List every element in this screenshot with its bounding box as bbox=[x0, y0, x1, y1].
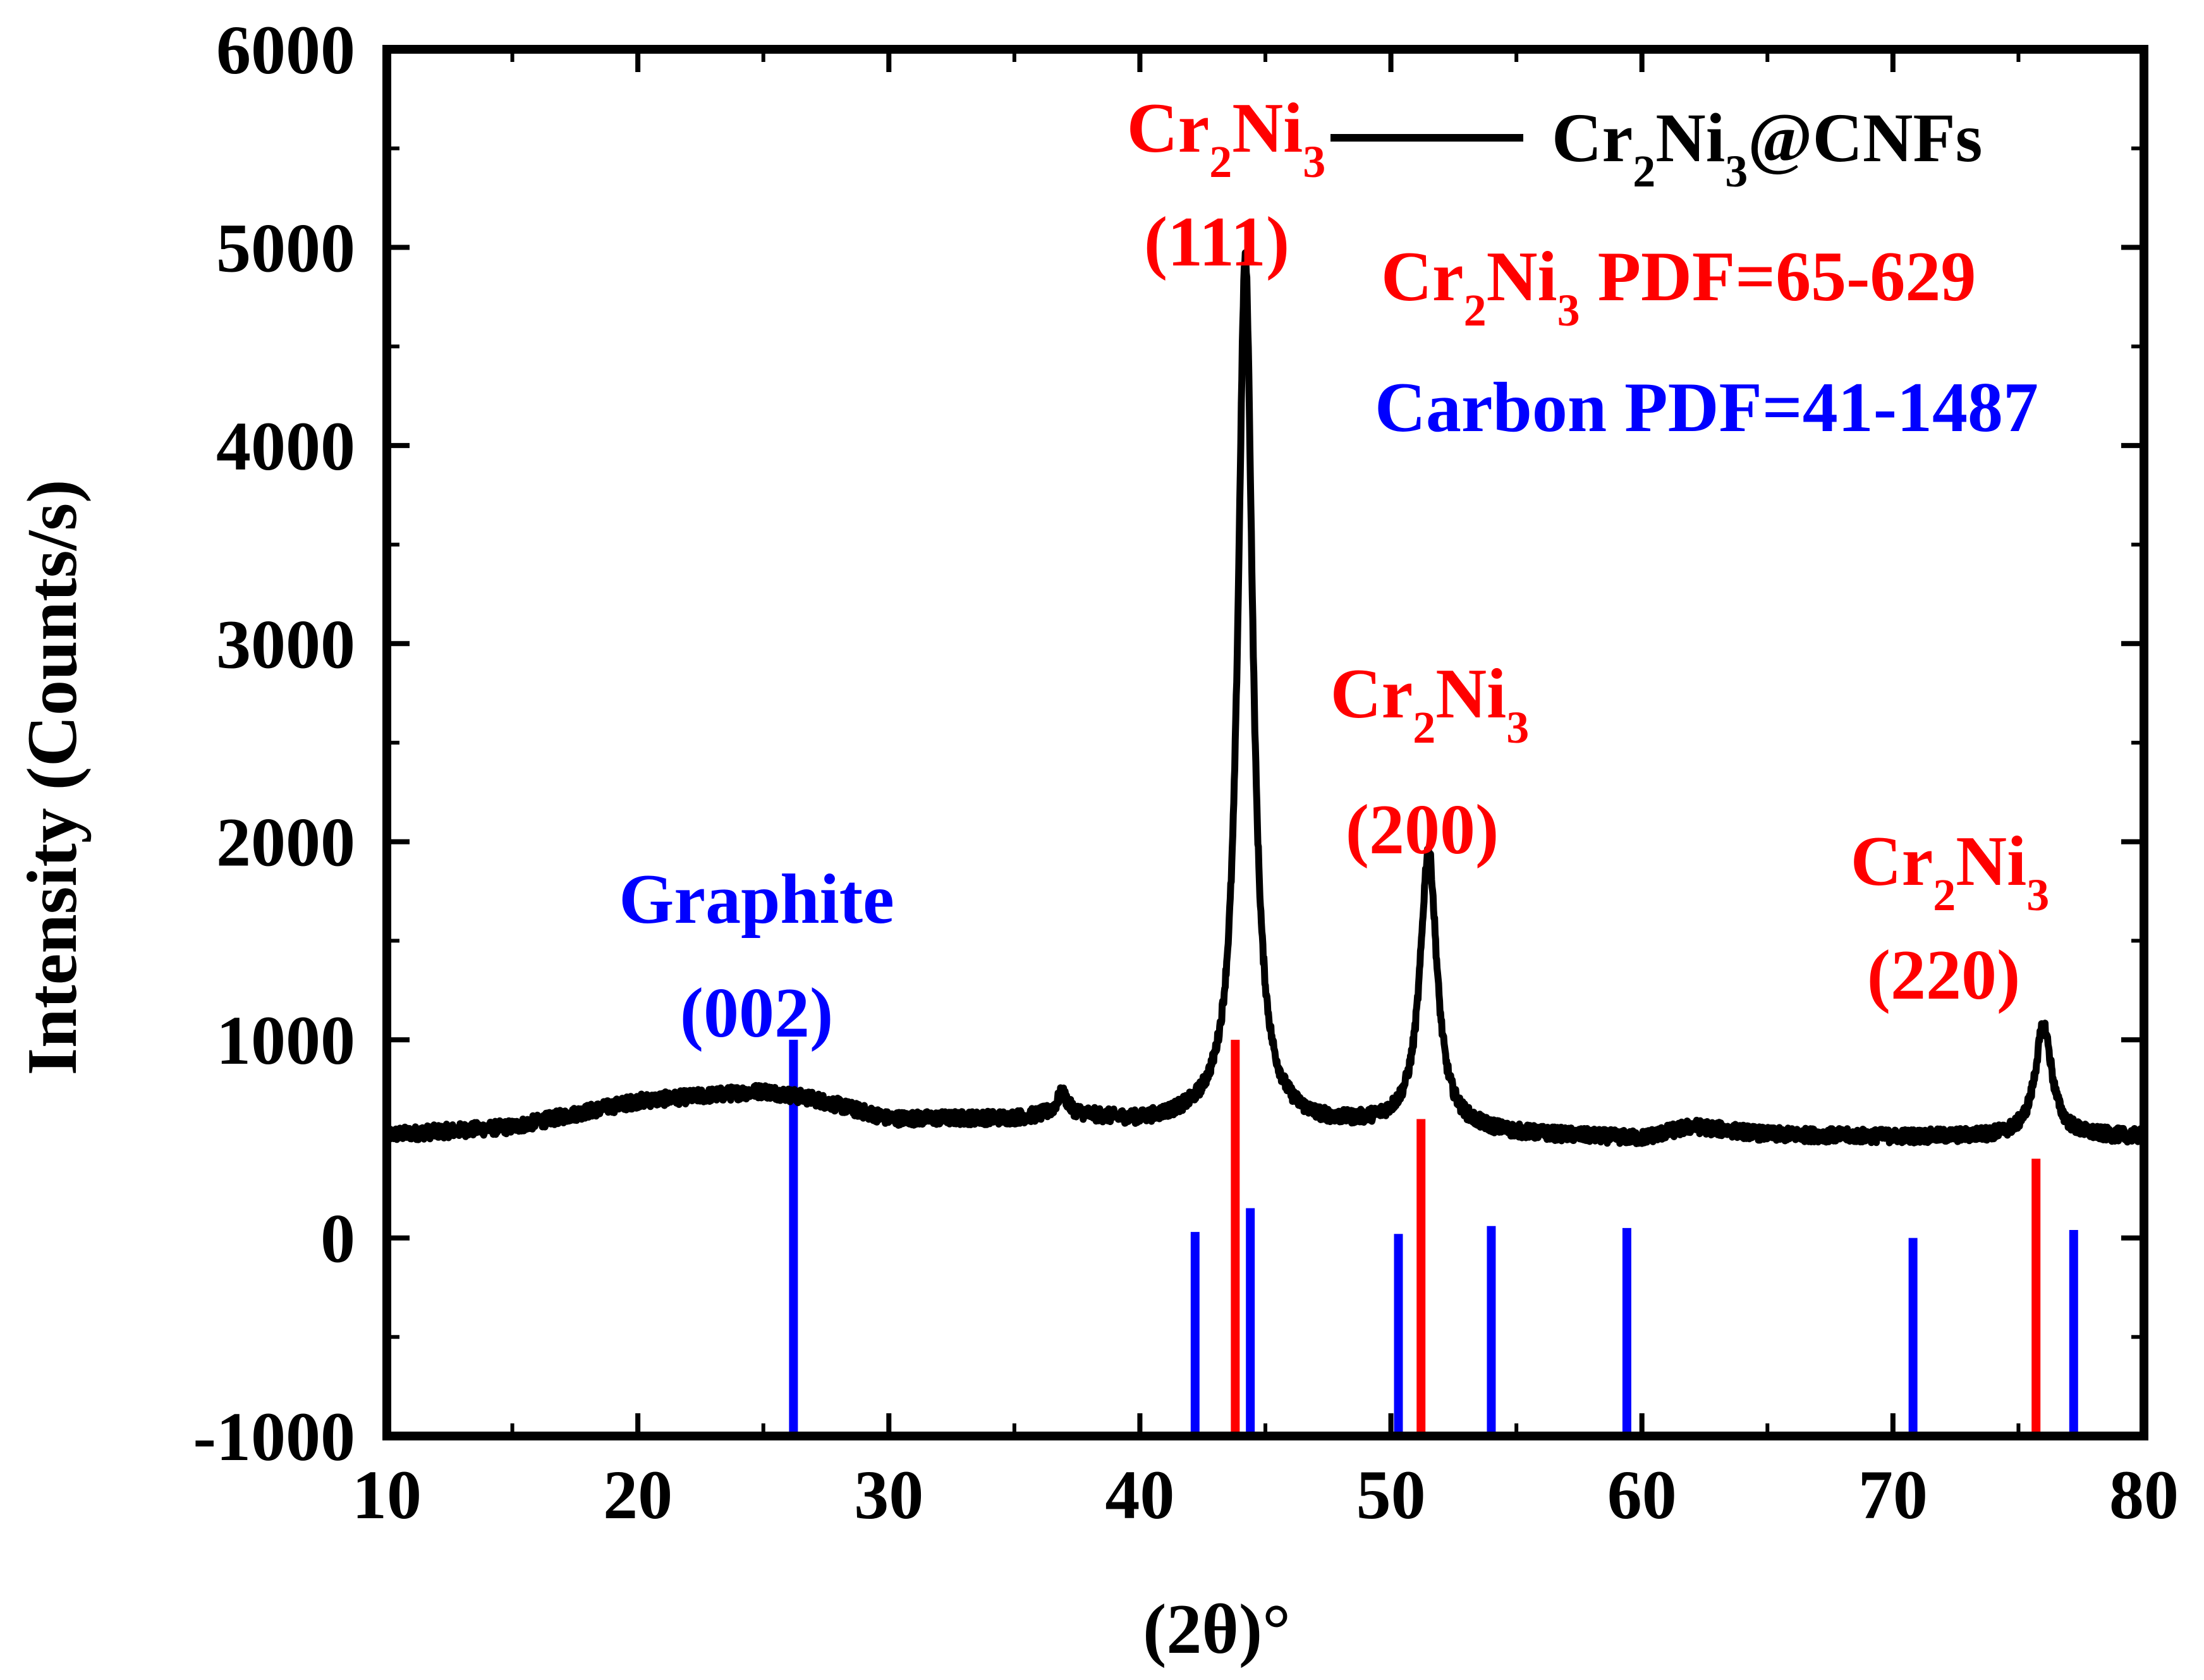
annotation-peak200-miller: (200) bbox=[1346, 791, 1499, 869]
reference-lines bbox=[789, 1040, 2078, 1436]
annotation-cr2ni3-pdf: Cr2Ni3 PDF=65-629 bbox=[1381, 238, 1976, 336]
y-tick-label: 5000 bbox=[216, 209, 355, 286]
x-tick-label: 80 bbox=[2109, 1456, 2179, 1533]
annotation-carbon-pdf: Carbon PDF=41-1487 bbox=[1375, 368, 2038, 447]
y-tick-label: 3000 bbox=[216, 606, 355, 683]
y-tick-label: 0 bbox=[320, 1200, 355, 1277]
x-tick-label: 70 bbox=[1858, 1456, 1928, 1533]
y-tick-label: 6000 bbox=[216, 11, 355, 88]
annotation-peak220-name: Cr2Ni3 bbox=[1851, 822, 2050, 920]
annotation-peak111-miller: (111) bbox=[1144, 203, 1289, 281]
x-tick-label: 60 bbox=[1607, 1456, 1677, 1533]
legend-label: Cr2Ni3@CNFs bbox=[1552, 99, 1982, 197]
axis-ticks: 10 20 30 40 50 60 70 80 -1000 0 1000 2000 3000 4000 50… bbox=[193, 11, 2179, 1533]
x-tick-label: 20 bbox=[603, 1456, 673, 1533]
x-tick-label: 40 bbox=[1105, 1456, 1174, 1533]
annotation-peak220-miller: (220) bbox=[1867, 936, 2021, 1014]
annotation-graphite-miller: (002) bbox=[680, 974, 834, 1052]
x-tick-label: 10 bbox=[352, 1456, 422, 1533]
legend: Cr2Ni3@CNFs bbox=[1330, 99, 1982, 197]
annotation-peak111-name: Cr2Ni3 bbox=[1127, 89, 1326, 187]
y-tick-label: 4000 bbox=[216, 408, 355, 485]
annotation-peak200-name: Cr2Ni3 bbox=[1330, 655, 1530, 753]
x-tick-label: 50 bbox=[1356, 1456, 1426, 1533]
x-tick-label: 30 bbox=[854, 1456, 923, 1533]
y-tick-label: -1000 bbox=[193, 1398, 355, 1475]
y-axis-title: Intensity (Counts/s) bbox=[13, 480, 92, 1076]
y-tick-label: 2000 bbox=[216, 804, 355, 881]
xrd-pattern-line bbox=[383, 249, 2147, 1147]
data-series bbox=[383, 249, 2147, 1147]
x-axis-title: (2θ)° bbox=[1143, 1590, 1291, 1669]
y-tick-label: 1000 bbox=[216, 1002, 355, 1079]
annotation-graphite-name: Graphite bbox=[619, 860, 894, 939]
